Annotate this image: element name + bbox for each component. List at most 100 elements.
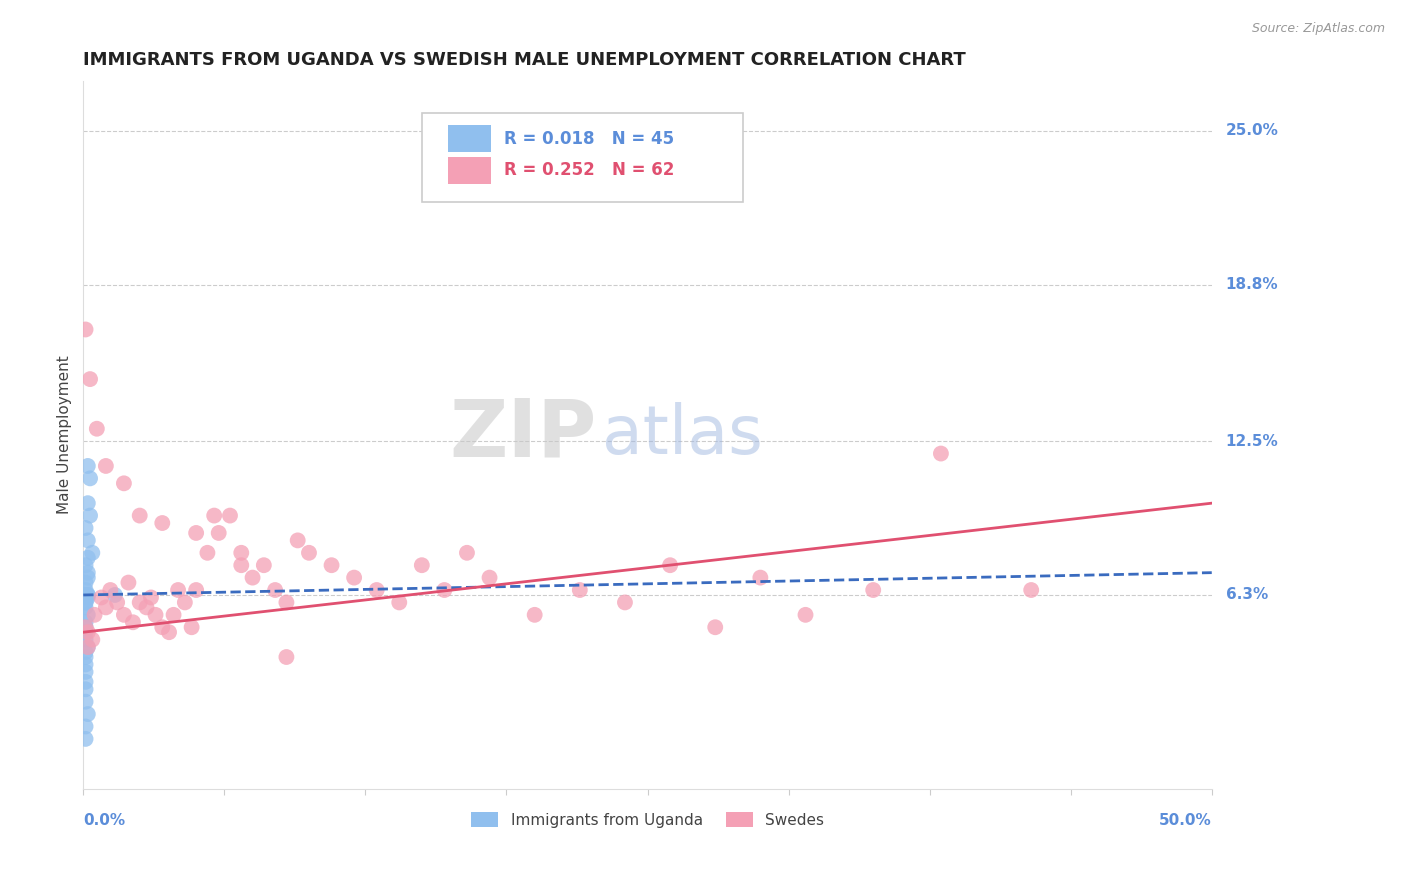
Point bbox=[75, 588, 97, 602]
Point bbox=[75, 650, 97, 665]
Point bbox=[75, 665, 97, 679]
Point bbox=[242, 571, 264, 585]
Point bbox=[104, 588, 127, 602]
Point bbox=[79, 372, 101, 386]
Point bbox=[456, 546, 478, 560]
Point bbox=[231, 558, 253, 573]
Point bbox=[76, 588, 98, 602]
Point bbox=[276, 650, 298, 665]
Point bbox=[75, 632, 97, 647]
Point bbox=[76, 607, 98, 622]
Text: 12.5%: 12.5% bbox=[1226, 434, 1278, 449]
Point bbox=[197, 546, 219, 560]
Point bbox=[76, 458, 98, 473]
Point bbox=[76, 571, 98, 585]
Point bbox=[75, 657, 97, 672]
Point bbox=[478, 571, 501, 585]
Text: atlas: atlas bbox=[602, 402, 763, 468]
Point bbox=[75, 625, 97, 640]
Point bbox=[173, 595, 195, 609]
Point bbox=[162, 607, 184, 622]
Point bbox=[321, 558, 343, 573]
Point bbox=[75, 588, 97, 602]
Point bbox=[75, 322, 97, 336]
Text: R = 0.018   N = 45: R = 0.018 N = 45 bbox=[505, 129, 675, 148]
Point bbox=[128, 595, 150, 609]
Point bbox=[75, 575, 97, 590]
Text: 18.8%: 18.8% bbox=[1226, 277, 1278, 293]
Point bbox=[112, 476, 135, 491]
Point bbox=[75, 682, 97, 697]
Point bbox=[75, 588, 97, 602]
Point bbox=[568, 582, 591, 597]
Point bbox=[79, 508, 101, 523]
Point bbox=[75, 615, 97, 630]
Point bbox=[264, 582, 287, 597]
Point bbox=[186, 525, 208, 540]
Text: IMMIGRANTS FROM UGANDA VS SWEDISH MALE UNEMPLOYMENT CORRELATION CHART: IMMIGRANTS FROM UGANDA VS SWEDISH MALE U… bbox=[83, 51, 966, 69]
Point bbox=[75, 600, 97, 615]
Point bbox=[613, 595, 636, 609]
Point bbox=[75, 588, 97, 602]
Point bbox=[388, 595, 411, 609]
Point bbox=[83, 607, 105, 622]
Point bbox=[76, 566, 98, 580]
Point bbox=[75, 588, 97, 602]
Y-axis label: Male Unemployment: Male Unemployment bbox=[58, 356, 72, 515]
Legend: Immigrants from Uganda, Swedes: Immigrants from Uganda, Swedes bbox=[464, 806, 831, 834]
Point bbox=[343, 571, 366, 585]
Point bbox=[75, 719, 97, 733]
Point bbox=[135, 600, 157, 615]
Point bbox=[75, 595, 97, 609]
Point bbox=[253, 558, 276, 573]
Point bbox=[76, 496, 98, 510]
Point bbox=[186, 582, 208, 597]
Point bbox=[75, 558, 97, 573]
Point bbox=[231, 546, 253, 560]
Point bbox=[94, 458, 117, 473]
Text: ZIP: ZIP bbox=[450, 396, 596, 474]
Point bbox=[75, 595, 97, 609]
Point bbox=[523, 607, 546, 622]
Point bbox=[75, 582, 97, 597]
Point bbox=[219, 508, 242, 523]
Text: 25.0%: 25.0% bbox=[1226, 123, 1278, 138]
Point bbox=[75, 588, 97, 602]
Point bbox=[86, 422, 108, 436]
Point bbox=[202, 508, 225, 523]
Point bbox=[76, 707, 98, 722]
Text: 6.3%: 6.3% bbox=[1226, 588, 1268, 602]
Point bbox=[75, 588, 97, 602]
Point bbox=[704, 620, 727, 634]
Point bbox=[287, 533, 309, 548]
Point bbox=[75, 521, 97, 535]
Point bbox=[75, 645, 97, 659]
Point bbox=[82, 632, 104, 647]
Point bbox=[298, 546, 321, 560]
Point bbox=[659, 558, 682, 573]
Point bbox=[90, 591, 112, 605]
Point bbox=[112, 607, 135, 622]
Point bbox=[145, 607, 167, 622]
Point bbox=[862, 582, 884, 597]
Point bbox=[76, 640, 98, 654]
Point bbox=[76, 588, 98, 602]
Bar bbox=[447, 125, 491, 152]
Point bbox=[150, 620, 173, 634]
Point bbox=[100, 582, 122, 597]
Point bbox=[94, 600, 117, 615]
Text: 0.0%: 0.0% bbox=[83, 814, 125, 829]
Point bbox=[105, 595, 128, 609]
Point bbox=[76, 591, 98, 605]
Point bbox=[366, 582, 388, 597]
Point bbox=[180, 620, 202, 634]
Point bbox=[157, 625, 180, 640]
Point bbox=[794, 607, 817, 622]
Point bbox=[76, 533, 98, 548]
Point bbox=[117, 575, 139, 590]
Text: Source: ZipAtlas.com: Source: ZipAtlas.com bbox=[1251, 22, 1385, 36]
Point bbox=[150, 516, 173, 530]
Point bbox=[208, 525, 231, 540]
Point bbox=[749, 571, 772, 585]
Point bbox=[139, 591, 162, 605]
